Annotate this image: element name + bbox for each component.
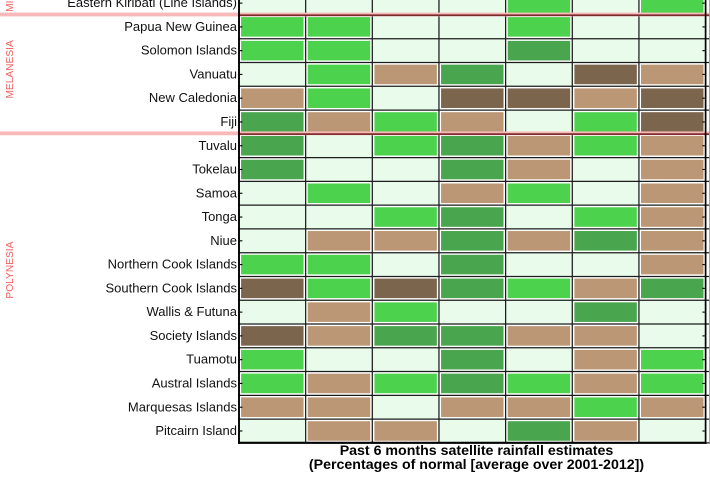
- svg-text:Vanuatu: Vanuatu: [190, 66, 237, 81]
- svg-text:Northern Cook Islands: Northern Cook Islands: [108, 257, 238, 272]
- svg-text:Tuamotu: Tuamotu: [186, 352, 237, 367]
- svg-text:Marquesas Islands: Marquesas Islands: [128, 399, 238, 414]
- svg-text:Pitcairn Island: Pitcairn Island: [155, 423, 237, 438]
- svg-text:MICRONESIA: MICRONESIA: [5, 0, 16, 12]
- svg-text:Solomon Islands: Solomon Islands: [141, 43, 238, 58]
- svg-text:MELANESIA: MELANESIA: [5, 40, 16, 99]
- svg-text:Wallis & Futuna: Wallis & Futuna: [146, 304, 237, 319]
- svg-text:Eastern Kiribati (Line Islands: Eastern Kiribati (Line Islands): [67, 0, 237, 10]
- svg-text:Papua New Guinea: Papua New Guinea: [124, 19, 238, 34]
- svg-text:Tonga: Tonga: [202, 209, 238, 224]
- svg-text:Tuvalu: Tuvalu: [198, 138, 237, 153]
- svg-text:Southern Cook Islands: Southern Cook Islands: [105, 280, 237, 295]
- svg-text:Tokelau: Tokelau: [192, 162, 237, 177]
- svg-text:Niue: Niue: [210, 233, 237, 248]
- svg-text:Fiji: Fiji: [220, 114, 237, 129]
- svg-text:Samoa: Samoa: [196, 185, 238, 200]
- svg-text:Austral Islands: Austral Islands: [152, 375, 238, 390]
- svg-text:Society Islands: Society Islands: [150, 328, 238, 343]
- svg-text:(Percentages of normal [averag: (Percentages of normal [average over 200…: [309, 457, 644, 473]
- svg-text:Past 6 months satellite rainfa: Past 6 months satellite rainfall estimat…: [340, 443, 614, 459]
- svg-text:POLYNESIA: POLYNESIA: [5, 241, 16, 298]
- svg-text:New Caledonia: New Caledonia: [149, 90, 238, 105]
